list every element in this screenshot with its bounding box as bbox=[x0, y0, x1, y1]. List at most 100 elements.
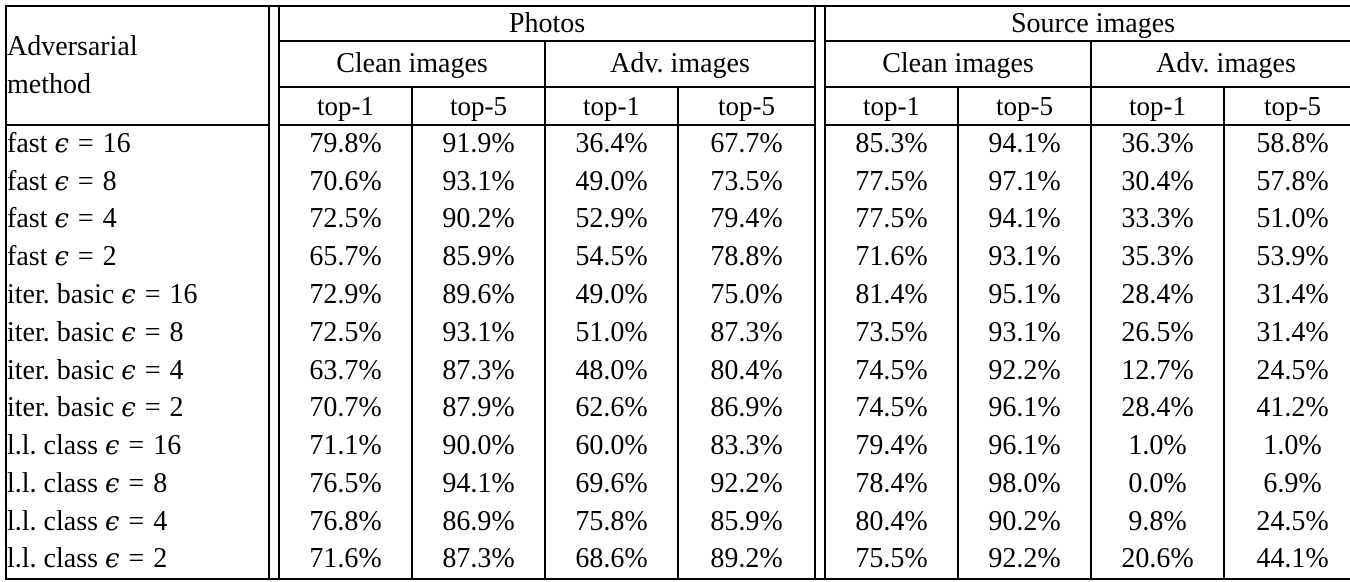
value-photos-clean-top5: 90.0% bbox=[412, 427, 546, 466]
value-photos-clean-top5: 94.1% bbox=[412, 465, 546, 503]
epsilon-value: 16 bbox=[169, 279, 198, 311]
epsilon-symbol: ϵ bbox=[121, 355, 136, 386]
value-source-clean-top1: 85.3% bbox=[825, 125, 959, 163]
value-source-adv-top1: 35.3% bbox=[1091, 238, 1225, 277]
value-photos-adv-top1: 51.0% bbox=[545, 313, 679, 352]
value-source-adv-top1: 30.4% bbox=[1091, 162, 1225, 201]
equals-symbol: = bbox=[70, 128, 101, 160]
value-source-adv-top5: 31.4% bbox=[1256, 316, 1329, 348]
value-photos-clean-top5: 85.9% bbox=[412, 238, 546, 277]
equals-symbol: = bbox=[70, 203, 101, 235]
method-name: fast bbox=[7, 241, 48, 273]
value-source-clean-top1: 77.5% bbox=[825, 162, 959, 201]
double-rule-left bbox=[268, 276, 280, 314]
row-label-method: iter. basic ϵ = 16 bbox=[6, 276, 269, 314]
subgroup-header-source-clean: Clean images bbox=[825, 41, 1092, 88]
value-source-adv-top1: 20.6% bbox=[1091, 540, 1225, 579]
double-rule-middle bbox=[814, 427, 826, 466]
epsilon-value: 4 bbox=[102, 203, 117, 235]
value-photos-adv-top1: 75.8% bbox=[545, 502, 679, 541]
value-photos-adv-top1: 60.0% bbox=[545, 427, 679, 466]
group-header-photos: Photos bbox=[279, 6, 815, 42]
method-name: iter. basic bbox=[7, 392, 115, 424]
equals-symbol: = bbox=[70, 165, 101, 197]
table-row: l.l. class ϵ = 16 71.1% 90.0% 60.0% 83.3% 79.… bbox=[6, 427, 1350, 466]
value-source-clean-top5: 95.1% bbox=[958, 276, 1092, 314]
value-source-clean-top5: 94.1% bbox=[958, 125, 1092, 163]
method-name: l.l. class bbox=[7, 468, 98, 500]
double-rule-left bbox=[268, 238, 280, 277]
value-photos-clean-top1: 63.7% bbox=[279, 351, 413, 390]
table-row: iter. basic ϵ = 8 72.5% 93.1% 51.0% 87.3% 73.… bbox=[6, 313, 1350, 352]
value-source-adv-top5: 6.9% bbox=[1263, 468, 1322, 500]
double-rule-left bbox=[268, 502, 280, 541]
table-row: iter. basic ϵ = 16 72.9% 89.6% 49.0% 75.0% 81… bbox=[6, 276, 1350, 314]
group-header-source-images: Source images bbox=[825, 6, 1350, 42]
double-rule-middle bbox=[814, 540, 826, 579]
equals-symbol: = bbox=[121, 468, 152, 500]
double-rule-middle bbox=[814, 389, 826, 428]
value-photos-adv-top5: 79.4% bbox=[710, 203, 783, 235]
epsilon-symbol: ϵ bbox=[121, 393, 136, 424]
value-photos-adv-top5: 80.4% bbox=[710, 354, 783, 386]
value-source-clean-top5: 93.1% bbox=[958, 313, 1092, 352]
row-header-line2: method bbox=[7, 68, 91, 100]
subgroup-header-photos-clean: Clean images bbox=[279, 41, 546, 88]
header-row-groups: Adversarial method Photos Source images bbox=[6, 6, 1350, 126]
value-photos-adv-top1: 54.5% bbox=[545, 238, 679, 277]
value-source-adv-top5: 57.8% bbox=[1256, 165, 1329, 197]
equals-symbol: = bbox=[137, 354, 168, 386]
value-source-clean-top1: 74.5% bbox=[825, 351, 959, 390]
metric-header-source-clean-top5: top-5 bbox=[958, 87, 1092, 126]
epsilon-value: 16 bbox=[102, 128, 131, 160]
method-name: l.l. class bbox=[7, 505, 98, 537]
value-photos-clean-top5: 90.2% bbox=[412, 200, 546, 239]
value-photos-clean-top1: 71.1% bbox=[279, 427, 413, 466]
value-source-clean-top1: 81.4% bbox=[825, 276, 959, 314]
table-row: l.l. class ϵ = 4 76.8% 86.9% 75.8% 85.9% 80.4… bbox=[6, 502, 1350, 541]
value-photos-clean-top1: 70.6% bbox=[279, 162, 413, 201]
table-row: fast ϵ = 2 65.7% 85.9% 54.5% 78.8% 71.6% 93.1%… bbox=[6, 238, 1350, 277]
value-source-adv-top5: 24.5% bbox=[1256, 505, 1329, 537]
method-name: l.l. class bbox=[7, 430, 98, 462]
value-photos-adv-top5: 78.8% bbox=[710, 241, 783, 273]
epsilon-value: 16 bbox=[153, 430, 182, 462]
value-source-clean-top1: 80.4% bbox=[825, 502, 959, 541]
table-row: fast ϵ = 8 70.6% 93.1% 49.0% 73.5% 77.5% 97.1%… bbox=[6, 162, 1350, 201]
method-name: fast bbox=[7, 128, 48, 160]
epsilon-symbol: ϵ bbox=[121, 317, 136, 348]
table-row: iter. basic ϵ = 2 70.7% 87.9% 62.6% 86.9% 74.… bbox=[6, 389, 1350, 428]
value-photos-adv-top1: 69.6% bbox=[545, 465, 679, 503]
value-source-clean-top1: 79.4% bbox=[825, 427, 959, 466]
value-photos-clean-top1: 76.5% bbox=[279, 465, 413, 503]
value-source-adv-top5: 41.2% bbox=[1256, 392, 1329, 424]
value-source-adv-top5: 53.9% bbox=[1256, 241, 1329, 273]
value-source-adv-top1: 12.7% bbox=[1091, 351, 1225, 390]
equals-symbol: = bbox=[137, 316, 168, 348]
value-photos-adv-top1: 68.6% bbox=[545, 540, 679, 579]
value-photos-adv-top5: 73.5% bbox=[710, 165, 783, 197]
value-photos-clean-top5: 93.1% bbox=[412, 313, 546, 352]
metric-header-source-adv-top5: top-5 bbox=[1224, 87, 1350, 126]
table-row: iter. basic ϵ = 4 63.7% 87.3% 48.0% 80.4% 74.… bbox=[6, 351, 1350, 390]
row-label-method: l.l. class ϵ = 2 bbox=[6, 541, 269, 579]
value-photos-clean-top1: 70.7% bbox=[279, 389, 413, 428]
value-photos-adv-top1: 49.0% bbox=[545, 276, 679, 314]
header-row-metrics: top-1 top-5 top-1 top-5 top-1 top-5 top-… bbox=[6, 87, 1350, 126]
value-source-adv-top1: 28.4% bbox=[1091, 389, 1225, 428]
table-row: fast ϵ = 16 79.8% 91.9% 36.4% 67.7% 85.3% 94.1… bbox=[6, 125, 1350, 163]
table-row: l.l. class ϵ = 2 71.6% 87.3% 68.6% 89.2% 75.5… bbox=[6, 540, 1350, 579]
value-source-clean-top5: 97.1% bbox=[958, 162, 1092, 201]
equals-symbol: = bbox=[121, 505, 152, 537]
metric-header-photos-adv-top1: top-1 bbox=[545, 87, 679, 126]
value-source-adv-top1: 36.3% bbox=[1091, 125, 1225, 163]
double-rule-left bbox=[268, 200, 280, 239]
epsilon-value: 4 bbox=[169, 354, 184, 386]
table-row: fast ϵ = 4 72.5% 90.2% 52.9% 79.4% 77.5% 94.1%… bbox=[6, 200, 1350, 239]
metric-header-photos-clean-top5: top-5 bbox=[412, 87, 546, 126]
double-rule-left bbox=[268, 389, 280, 428]
epsilon-value: 8 bbox=[153, 468, 168, 500]
value-source-clean-top1: 73.5% bbox=[825, 313, 959, 352]
epsilon-value: 4 bbox=[153, 505, 168, 537]
double-rule-middle bbox=[814, 465, 826, 503]
